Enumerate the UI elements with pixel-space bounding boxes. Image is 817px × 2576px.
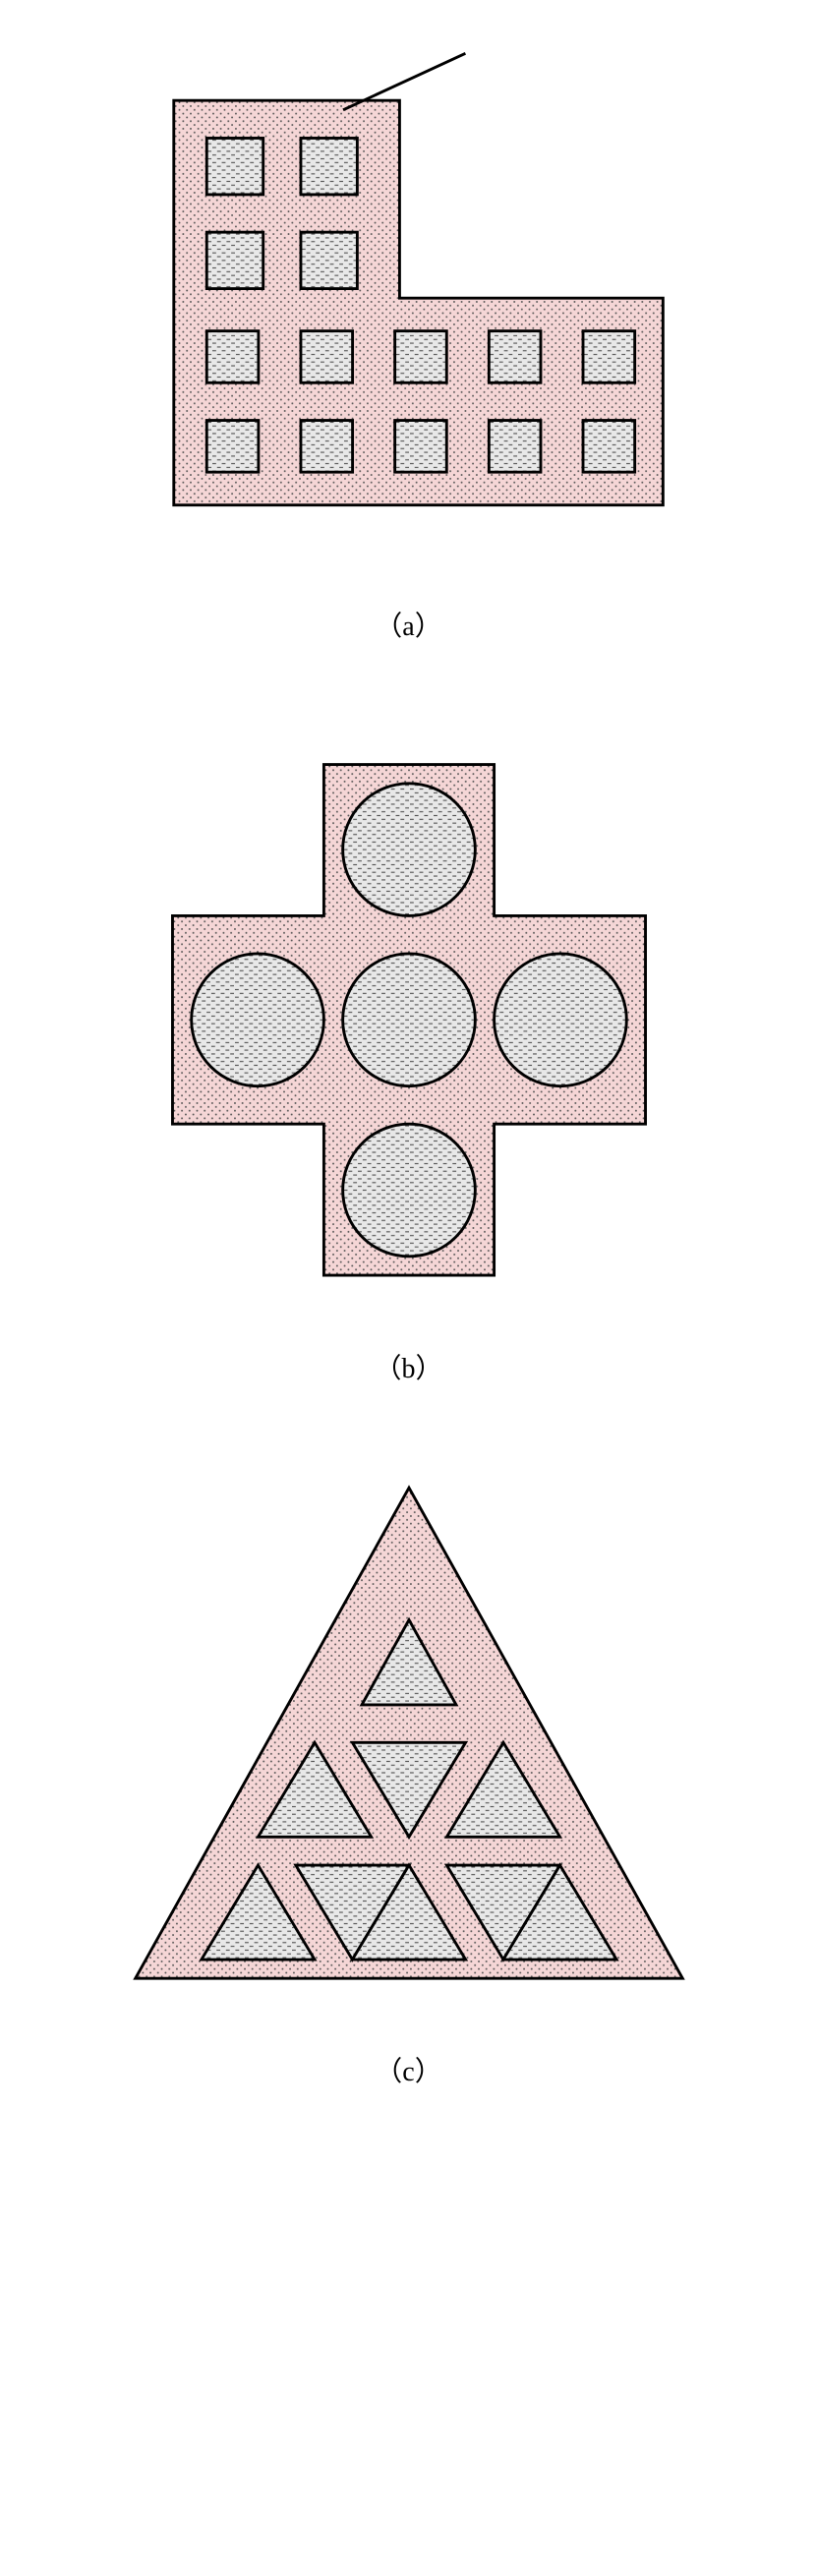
inner-square [206, 138, 263, 194]
leader-line [343, 53, 465, 109]
inner-circle [191, 954, 323, 1086]
inner-square [300, 421, 352, 473]
figure-c-svg [94, 1445, 724, 2030]
inner-square [206, 232, 263, 288]
inner-circle [342, 954, 475, 1086]
inner-square [489, 331, 541, 383]
inner-circle [342, 784, 475, 916]
label-2-a [343, 53, 465, 109]
inner-square [394, 331, 446, 383]
inner-square [206, 421, 259, 473]
caption-b: （b） [374, 1347, 442, 1386]
inner-circle [342, 1124, 475, 1257]
inner-square [489, 421, 541, 473]
inner-square [583, 421, 635, 473]
inner-square [300, 331, 352, 383]
circles-b [191, 784, 626, 1257]
caption-c: （c） [375, 2050, 441, 2089]
inner-circle [494, 954, 626, 1086]
caption-a: （a） [375, 605, 441, 644]
inner-square [206, 331, 259, 383]
inner-square [300, 138, 356, 194]
figure-a-svg [104, 39, 714, 585]
inner-square [583, 331, 635, 383]
inner-square [300, 232, 356, 288]
inner-square [394, 421, 446, 473]
figure-b-svg [104, 703, 714, 1327]
